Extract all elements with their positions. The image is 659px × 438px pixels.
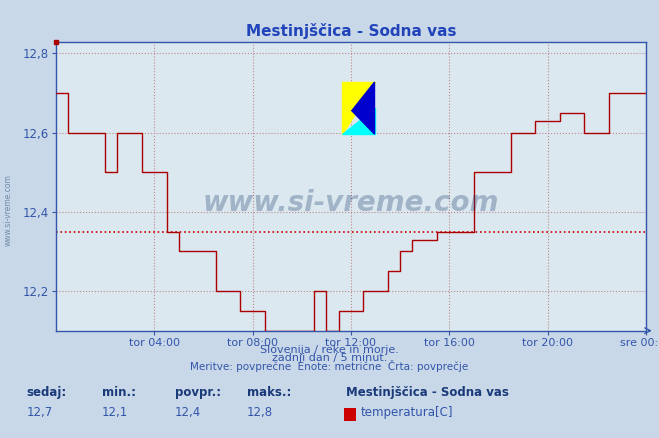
Text: Slovenija / reke in morje.: Slovenija / reke in morje.	[260, 345, 399, 355]
Text: Meritve: povprečne  Enote: metrične  Črta: povprečje: Meritve: povprečne Enote: metrične Črta:…	[190, 360, 469, 372]
Text: maks.:: maks.:	[247, 386, 291, 399]
Text: povpr.:: povpr.:	[175, 386, 221, 399]
Polygon shape	[352, 82, 374, 134]
Text: sedaj:: sedaj:	[26, 386, 67, 399]
Text: 12,1: 12,1	[102, 406, 129, 419]
Title: Mestinjščica - Sodna vas: Mestinjščica - Sodna vas	[246, 23, 456, 39]
Polygon shape	[342, 82, 374, 134]
Text: temperatura[C]: temperatura[C]	[361, 406, 453, 419]
Text: www.si-vreme.com: www.si-vreme.com	[4, 174, 13, 246]
Text: min.:: min.:	[102, 386, 136, 399]
Text: Mestinjščica - Sodna vas: Mestinjščica - Sodna vas	[346, 386, 509, 399]
Text: 12,8: 12,8	[247, 406, 273, 419]
Text: 12,4: 12,4	[175, 406, 201, 419]
Text: 12,7: 12,7	[26, 406, 53, 419]
Text: www.si-vreme.com: www.si-vreme.com	[203, 190, 499, 218]
Polygon shape	[342, 108, 374, 134]
Text: zadnji dan / 5 minut.: zadnji dan / 5 minut.	[272, 353, 387, 364]
